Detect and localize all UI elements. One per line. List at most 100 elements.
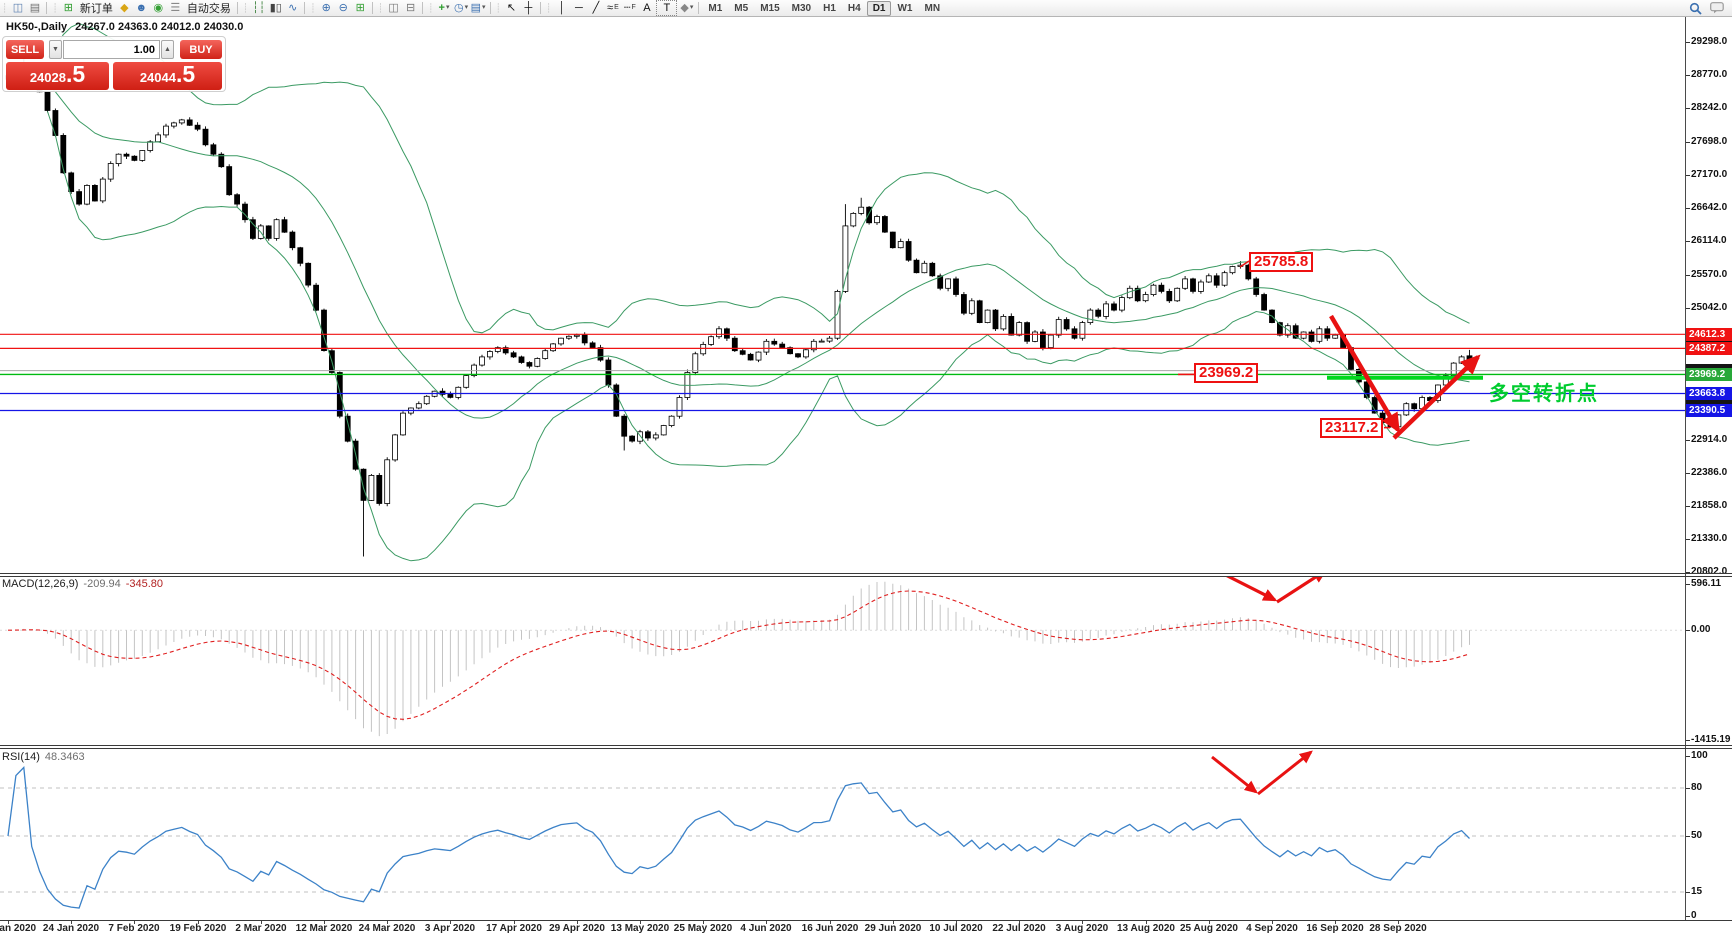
styler-icon[interactable]: ◆ bbox=[120, 2, 129, 14]
date-axis-label: 7 Feb 2020 bbox=[108, 923, 160, 934]
indicator-axis-label: 50 bbox=[1691, 830, 1703, 841]
price-tag-23390.5: 23390.5 bbox=[1686, 404, 1732, 417]
ask-price-button[interactable]: 24044.5 bbox=[113, 62, 222, 90]
timeframe-bar: M1 M5 M15 M30 H1 H4 D1 W1 MN bbox=[702, 0, 946, 16]
price-tick-mark bbox=[1686, 506, 1690, 507]
zoom-in-icon[interactable]: ⊕ bbox=[321, 2, 331, 14]
price-callout-23117: 23117.2 bbox=[1320, 418, 1384, 438]
macd-value: -209.94 bbox=[83, 578, 121, 590]
indicator-axis-label: 0.00 bbox=[1691, 624, 1711, 635]
timeframe-h4[interactable]: H4 bbox=[847, 2, 861, 14]
template-icon[interactable]: ▤ ▾ bbox=[470, 2, 486, 14]
timeframe-m30[interactable]: M30 bbox=[791, 2, 812, 14]
tile-windows-icon[interactable]: ⊞ bbox=[355, 2, 365, 14]
date-tick-mark bbox=[261, 921, 262, 924]
date-tick-mark bbox=[830, 921, 831, 924]
price-axis-line bbox=[1685, 16, 1686, 920]
price-tick-mark bbox=[1686, 572, 1690, 573]
date-tick-mark bbox=[766, 921, 767, 924]
indicator-tick-mark bbox=[1686, 836, 1690, 837]
date-tick-mark bbox=[134, 921, 135, 924]
date-tick-mark bbox=[640, 921, 641, 924]
equidistant-channel-icon[interactable]: ≈ E bbox=[607, 2, 619, 14]
data-window-icon[interactable]: ▤ bbox=[29, 2, 41, 14]
volume-decrease-button[interactable]: ▼ bbox=[49, 40, 62, 59]
rsi-indicator-label: RSI(14) 48.3463 bbox=[2, 751, 85, 763]
bar-chart-icon[interactable]: ┆┆ bbox=[252, 2, 266, 14]
indicator-tick-mark bbox=[1686, 916, 1690, 917]
toolbar-separator bbox=[698, 2, 700, 14]
indicator-axis-label: 15 bbox=[1691, 886, 1703, 897]
macd-name: MACD(12,26,9) bbox=[2, 578, 79, 590]
chart-title-ohlc: 24267.0 24363.0 24012.0 24030.0 bbox=[75, 21, 244, 33]
bid-price-frac: .5 bbox=[65, 61, 86, 87]
new-order-button[interactable]: 新订单 bbox=[79, 3, 113, 15]
timeframe-m5[interactable]: M5 bbox=[734, 2, 749, 14]
macd-signal-value: -345.80 bbox=[125, 578, 164, 590]
crosshair-icon[interactable]: ┼ bbox=[524, 2, 533, 14]
signal-icon[interactable]: ◉ bbox=[153, 2, 164, 14]
new-order-icon[interactable]: ⊞ bbox=[63, 2, 73, 14]
chat-icon[interactable] bbox=[1710, 2, 1724, 14]
date-tick-mark bbox=[198, 921, 199, 924]
chart-window-icon[interactable]: ◫ bbox=[12, 2, 24, 14]
timeframe-h1[interactable]: H1 bbox=[823, 2, 836, 14]
pane-separator-macd-line[interactable] bbox=[0, 745, 1732, 746]
price-tick-mark bbox=[1686, 175, 1690, 176]
chart-title: HK50-,Daily 24267.0 24363.0 24012.0 24030… bbox=[6, 21, 243, 33]
period-clock-icon[interactable]: ◷ ▾ bbox=[453, 2, 469, 14]
indicator-tick-mark bbox=[1686, 740, 1690, 741]
toolbar-grip: ┊ bbox=[428, 3, 434, 13]
trendline-icon[interactable]: ╱ bbox=[592, 2, 600, 14]
price-tick-mark bbox=[1686, 241, 1690, 242]
toolbar-grip: ┊ bbox=[242, 3, 249, 13]
vertical-line-icon[interactable]: │ bbox=[558, 2, 566, 14]
pane-separator-main-macd[interactable] bbox=[0, 576, 1732, 577]
text-icon[interactable]: A bbox=[643, 2, 651, 14]
date-axis-label: 25 May 2020 bbox=[673, 923, 733, 934]
autotrade-icon[interactable]: ☰ bbox=[170, 2, 181, 14]
date-axis-label: 3 Aug 2020 bbox=[1055, 923, 1109, 934]
fibonacci-icon[interactable]: ┄ F bbox=[623, 2, 636, 14]
search-icon[interactable] bbox=[1689, 2, 1702, 15]
price-tick-mark bbox=[1686, 440, 1690, 441]
date-axis-label: 16 Jun 2020 bbox=[801, 923, 859, 934]
price-axis-label: 27170.0 bbox=[1691, 169, 1728, 180]
price-axis-label: 29298.0 bbox=[1691, 36, 1728, 47]
timeframe-m1[interactable]: M1 bbox=[708, 2, 723, 14]
cascade-windows-icon[interactable]: ⊟ bbox=[406, 2, 416, 14]
volume-input[interactable] bbox=[63, 40, 160, 59]
timeframe-mn[interactable]: MN bbox=[924, 2, 941, 14]
price-tag-24387.2: 24387.2 bbox=[1686, 342, 1732, 355]
timeframe-w1[interactable]: W1 bbox=[897, 2, 913, 14]
date-tick-mark bbox=[1146, 921, 1147, 924]
pane-separator-top-line[interactable] bbox=[0, 573, 1732, 574]
bid-price-button[interactable]: 24028.5 bbox=[6, 62, 109, 90]
zoom-out-icon[interactable]: ⊖ bbox=[338, 2, 348, 14]
buy-button[interactable]: BUY bbox=[180, 40, 222, 59]
autotrade-button[interactable]: 自动交易 bbox=[186, 3, 231, 15]
sell-button[interactable]: SELL bbox=[6, 40, 44, 59]
candle-chart-icon[interactable]: ▮▯ bbox=[269, 2, 282, 14]
toolbar-grip: ┊ bbox=[545, 3, 552, 13]
pane-separator-macd-rsi[interactable] bbox=[0, 748, 1732, 749]
date-axis-label: 24 Jan 2020 bbox=[42, 923, 100, 934]
timeframe-m15[interactable]: M15 bbox=[760, 2, 780, 14]
arrange-windows-icon[interactable]: ◫ bbox=[388, 2, 399, 14]
profile-icon[interactable]: ☻ bbox=[135, 2, 148, 14]
timeframe-d1[interactable]: D1 bbox=[866, 0, 892, 16]
shapes-icon[interactable]: ◆ ▾ bbox=[680, 2, 694, 14]
date-tick-mark bbox=[703, 921, 704, 924]
indicator-axis-label: 100 bbox=[1691, 750, 1708, 761]
volume-increase-button[interactable]: ▲ bbox=[161, 40, 174, 59]
price-tick-mark bbox=[1686, 308, 1690, 309]
rsi-value: 48.3463 bbox=[44, 751, 85, 763]
line-chart-icon[interactable]: ∿ bbox=[288, 2, 298, 14]
turning-point-annotation: 多空转折点 bbox=[1489, 383, 1599, 405]
cursor-icon[interactable]: ↖ bbox=[506, 2, 517, 14]
horizontal-line-icon[interactable]: ─ bbox=[574, 2, 583, 14]
add-indicator-icon[interactable]: + ▾ bbox=[438, 2, 450, 14]
text-label-icon[interactable]: T bbox=[656, 0, 678, 16]
date-axis-label: 3 Apr 2020 bbox=[424, 923, 476, 934]
